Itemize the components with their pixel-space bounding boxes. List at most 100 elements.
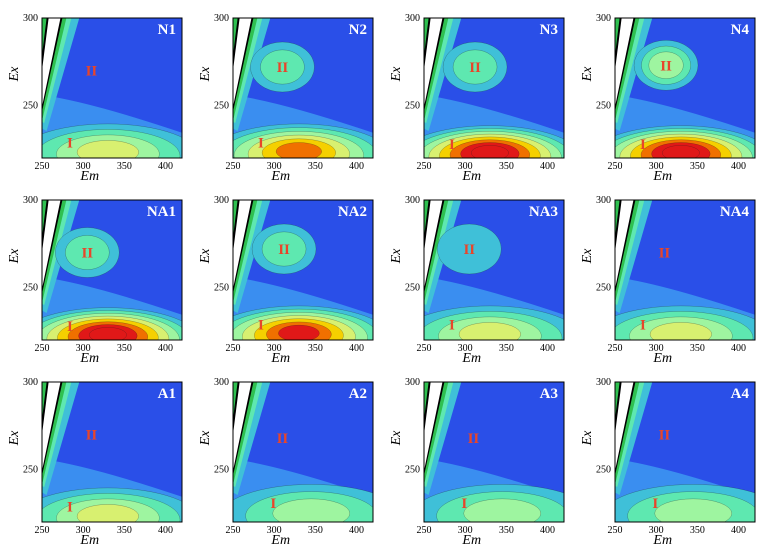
y-tick-label: 300 bbox=[596, 13, 611, 24]
x-tick-label: 300 bbox=[76, 343, 91, 354]
y-tick-label: 250 bbox=[596, 101, 611, 112]
y-tick-label: 250 bbox=[23, 101, 38, 112]
x-tick-label: 400 bbox=[158, 343, 173, 354]
contour-peak-i bbox=[649, 322, 712, 340]
panel-label: NA2 bbox=[338, 204, 367, 220]
x-tick-label: 250 bbox=[226, 525, 241, 536]
x-tick-label: 400 bbox=[349, 343, 364, 354]
y-tick-label: 300 bbox=[23, 13, 38, 24]
region-label-ii: II bbox=[469, 60, 481, 76]
eem-panel-n2: 250 300 350 400 250 300 Em Ex N2 I II bbox=[191, 0, 381, 184]
x-tick-label: 350 bbox=[117, 161, 132, 172]
y-tick-label: 250 bbox=[405, 283, 420, 294]
contour-peak-i bbox=[76, 140, 139, 158]
panel-label: A3 bbox=[540, 386, 558, 402]
x-tick-label: 400 bbox=[731, 343, 746, 354]
region-label-ii: II bbox=[277, 60, 289, 76]
region-label-ii: II bbox=[463, 242, 475, 258]
y-tick-label: 250 bbox=[214, 465, 229, 476]
scatter-ridge-band bbox=[42, 18, 61, 107]
region-label-i: I bbox=[652, 496, 658, 512]
contour-peak-ii bbox=[65, 235, 110, 270]
region-label-i: I bbox=[461, 496, 467, 512]
y-axis-title: Ex bbox=[198, 66, 213, 83]
x-tick-label: 300 bbox=[458, 343, 473, 354]
x-tick-label: 300 bbox=[267, 343, 282, 354]
y-tick-label: 250 bbox=[405, 101, 420, 112]
y-axis-title: Ex bbox=[389, 66, 404, 83]
x-tick-label: 400 bbox=[540, 161, 555, 172]
plot-frame bbox=[423, 381, 565, 523]
x-tick-label: 250 bbox=[417, 525, 432, 536]
x-tick-label: 350 bbox=[308, 161, 323, 172]
y-axis-title: Ex bbox=[580, 248, 595, 265]
y-axis-title: Ex bbox=[198, 248, 213, 265]
panel-label: N2 bbox=[349, 22, 367, 38]
plot-frame bbox=[232, 381, 374, 523]
x-tick-label: 300 bbox=[458, 525, 473, 536]
contour-peak-i bbox=[654, 498, 732, 522]
eem-panel-n4: 250 300 350 400 250 300 Em Ex N4 I II bbox=[573, 0, 763, 184]
region-label-ii: II bbox=[659, 428, 671, 444]
eem-panel-a4: 250 300 350 400 250 300 Em Ex A4 I II bbox=[573, 364, 763, 547]
region-label-i: I bbox=[640, 137, 646, 153]
x-tick-label: 400 bbox=[731, 525, 746, 536]
panel-label: A2 bbox=[349, 386, 367, 402]
x-axis-title: Em bbox=[79, 533, 99, 547]
eem-panel-n3: 250 300 350 400 250 300 Em Ex N3 I II bbox=[382, 0, 572, 184]
plot-frame bbox=[614, 199, 756, 341]
x-tick-label: 350 bbox=[690, 525, 705, 536]
y-tick-label: 300 bbox=[405, 195, 420, 206]
plot-frame bbox=[232, 199, 374, 341]
contour-peak-i bbox=[458, 322, 521, 340]
x-tick-label: 250 bbox=[417, 161, 432, 172]
x-tick-label: 250 bbox=[226, 343, 241, 354]
contour-peak-i bbox=[463, 498, 541, 522]
y-tick-label: 300 bbox=[23, 377, 38, 388]
x-tick-label: 300 bbox=[76, 525, 91, 536]
region-label-ii: II bbox=[468, 431, 480, 447]
x-tick-label: 300 bbox=[649, 525, 664, 536]
panel-label: N1 bbox=[158, 22, 176, 38]
plot-frame bbox=[423, 17, 565, 159]
x-axis-title: Em bbox=[461, 533, 481, 547]
region-label-i: I bbox=[449, 317, 455, 333]
x-tick-label: 400 bbox=[540, 525, 555, 536]
contour-peak-ii bbox=[260, 49, 305, 85]
x-tick-label: 300 bbox=[267, 525, 282, 536]
y-tick-label: 300 bbox=[405, 13, 420, 24]
x-tick-label: 350 bbox=[117, 525, 132, 536]
region-label-i: I bbox=[270, 496, 276, 512]
x-tick-label: 300 bbox=[267, 161, 282, 172]
plot-frame bbox=[232, 17, 374, 159]
y-tick-label: 250 bbox=[596, 465, 611, 476]
contour-area bbox=[424, 382, 564, 522]
panel-label: A4 bbox=[731, 386, 750, 402]
x-axis-title: Em bbox=[652, 169, 672, 184]
contour-area bbox=[42, 200, 182, 340]
plot-frame bbox=[41, 199, 183, 341]
y-tick-label: 250 bbox=[23, 465, 38, 476]
x-axis-title: Em bbox=[270, 533, 290, 547]
y-axis-title: Ex bbox=[389, 248, 404, 265]
plot-frame bbox=[423, 199, 565, 341]
region-label-ii: II bbox=[277, 431, 289, 447]
x-axis-title: Em bbox=[79, 351, 99, 366]
region-label-ii: II bbox=[86, 64, 98, 80]
y-tick-label: 250 bbox=[405, 465, 420, 476]
x-tick-label: 250 bbox=[226, 161, 241, 172]
x-tick-label: 350 bbox=[308, 343, 323, 354]
contour-peak-i bbox=[76, 504, 139, 522]
y-axis-title: Ex bbox=[389, 430, 404, 447]
x-tick-label: 250 bbox=[608, 525, 623, 536]
region-label-ii: II bbox=[81, 246, 93, 262]
x-tick-label: 350 bbox=[308, 525, 323, 536]
region-label-i: I bbox=[258, 317, 264, 333]
